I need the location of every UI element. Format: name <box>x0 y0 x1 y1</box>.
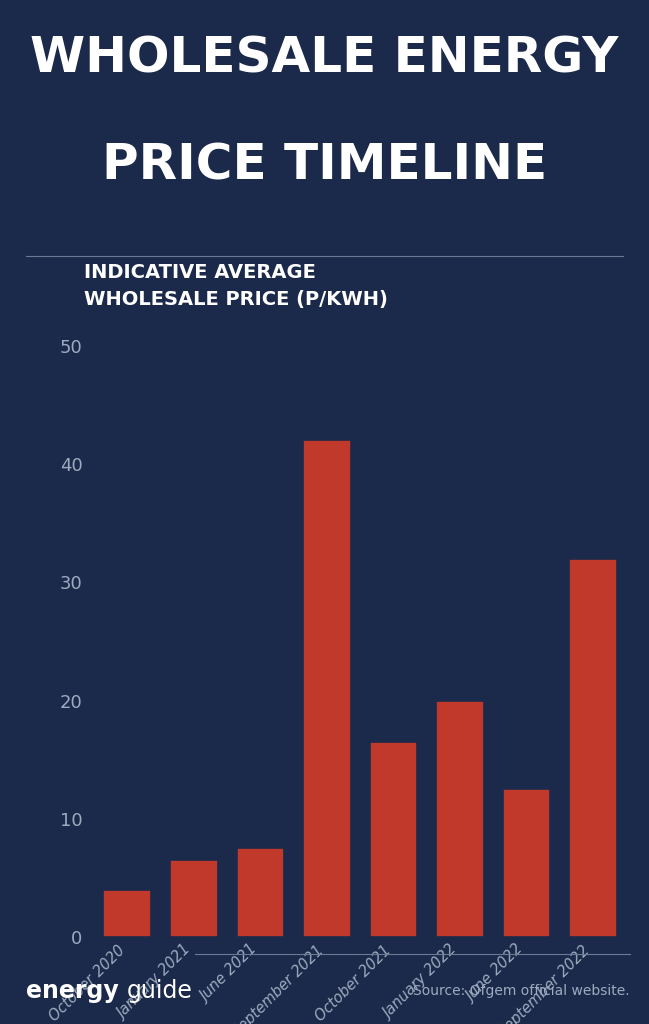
Bar <box>303 440 351 937</box>
Bar <box>170 860 218 937</box>
Bar <box>436 700 484 937</box>
Bar <box>236 848 284 937</box>
Text: energy: energy <box>26 979 119 1002</box>
Bar <box>569 559 617 937</box>
Text: WHOLESALE PRICE (P/KWH): WHOLESALE PRICE (P/KWH) <box>84 290 388 309</box>
Text: guide: guide <box>127 979 193 1002</box>
Bar <box>502 790 550 937</box>
Bar <box>103 890 151 937</box>
Text: Source: Ofgem official website.: Source: Ofgem official website. <box>413 984 630 998</box>
Text: PRICE TIMELINE: PRICE TIMELINE <box>102 141 547 189</box>
Text: WHOLESALE ENERGY: WHOLESALE ENERGY <box>31 35 618 83</box>
Bar <box>369 741 417 937</box>
Text: INDICATIVE AVERAGE: INDICATIVE AVERAGE <box>84 262 316 282</box>
